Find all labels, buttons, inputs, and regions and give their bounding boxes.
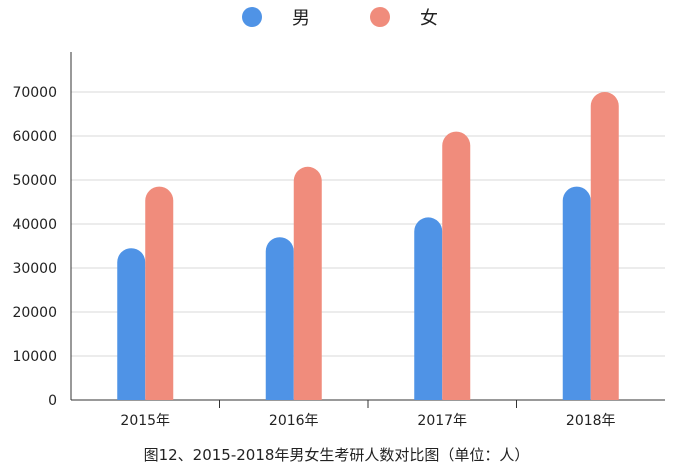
bar-male (117, 248, 146, 400)
y-tick-label: 60000 (12, 129, 57, 145)
bar-female (293, 166, 322, 400)
bar-female (442, 131, 471, 400)
bar-male (562, 186, 591, 400)
chart-caption: 图12、2015-2018年男女生考研人数对比图（单位：人） (143, 446, 530, 464)
bar-female (145, 186, 174, 400)
legend-swatch-female (370, 7, 390, 27)
legend-item-male: 男 (242, 2, 310, 32)
x-tick-label: 2015年 (120, 413, 170, 429)
x-tick-label: 2016年 (269, 413, 319, 429)
x-tick-label: 2017年 (417, 413, 467, 429)
x-tick-label: 2018年 (566, 413, 616, 429)
y-tick-label: 70000 (12, 85, 57, 101)
bar-male (414, 217, 443, 400)
y-tick-label: 20000 (12, 305, 57, 321)
bar-female (590, 92, 619, 400)
legend-item-female: 女 (370, 2, 438, 32)
legend-label-male: 男 (292, 8, 310, 29)
legend-label-female: 女 (420, 8, 438, 29)
y-tick-label: 0 (48, 393, 57, 409)
y-tick-label: 40000 (12, 217, 57, 233)
y-tick-label: 10000 (12, 349, 57, 365)
bar-male (265, 237, 294, 400)
y-tick-label: 50000 (12, 173, 57, 189)
y-tick-label: 30000 (12, 261, 57, 277)
legend: 男 女 (0, 2, 673, 32)
legend-swatch-male (242, 7, 262, 27)
